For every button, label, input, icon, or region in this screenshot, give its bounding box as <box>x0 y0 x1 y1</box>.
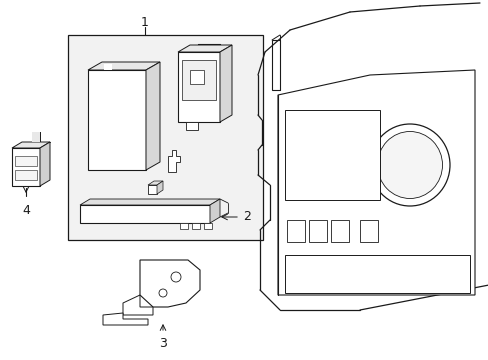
Text: 3: 3 <box>159 337 166 350</box>
Polygon shape <box>178 52 220 122</box>
Bar <box>308 220 326 242</box>
Polygon shape <box>148 181 163 185</box>
Polygon shape <box>146 62 160 170</box>
Circle shape <box>171 272 181 282</box>
Polygon shape <box>192 223 200 229</box>
Polygon shape <box>185 122 198 130</box>
Circle shape <box>159 289 167 297</box>
Polygon shape <box>22 132 50 142</box>
Ellipse shape <box>369 124 449 206</box>
Polygon shape <box>148 185 157 194</box>
Bar <box>68 35 263 240</box>
Polygon shape <box>88 62 160 70</box>
Polygon shape <box>88 70 146 170</box>
Polygon shape <box>180 223 187 229</box>
Polygon shape <box>80 205 209 223</box>
Bar <box>330 220 348 242</box>
Bar <box>285 255 469 293</box>
Ellipse shape <box>377 131 442 198</box>
Polygon shape <box>88 64 146 70</box>
Polygon shape <box>157 181 163 194</box>
Text: 1: 1 <box>141 15 149 28</box>
Bar <box>286 220 305 242</box>
Bar <box>15 170 37 180</box>
Text: 2: 2 <box>243 211 250 224</box>
Bar <box>271 40 280 90</box>
Polygon shape <box>103 313 148 325</box>
Polygon shape <box>140 260 200 307</box>
Bar <box>359 220 377 242</box>
Polygon shape <box>209 199 220 223</box>
Polygon shape <box>168 150 180 172</box>
Polygon shape <box>40 142 50 186</box>
Polygon shape <box>123 295 153 315</box>
Polygon shape <box>12 142 50 148</box>
Bar <box>15 156 37 166</box>
Polygon shape <box>203 223 212 229</box>
Polygon shape <box>220 45 231 122</box>
Bar <box>182 60 216 100</box>
Polygon shape <box>278 70 474 295</box>
Bar <box>190 70 203 84</box>
Polygon shape <box>80 199 220 205</box>
Polygon shape <box>178 45 231 52</box>
Text: 4: 4 <box>22 204 30 217</box>
Polygon shape <box>12 148 40 186</box>
Bar <box>285 110 379 200</box>
